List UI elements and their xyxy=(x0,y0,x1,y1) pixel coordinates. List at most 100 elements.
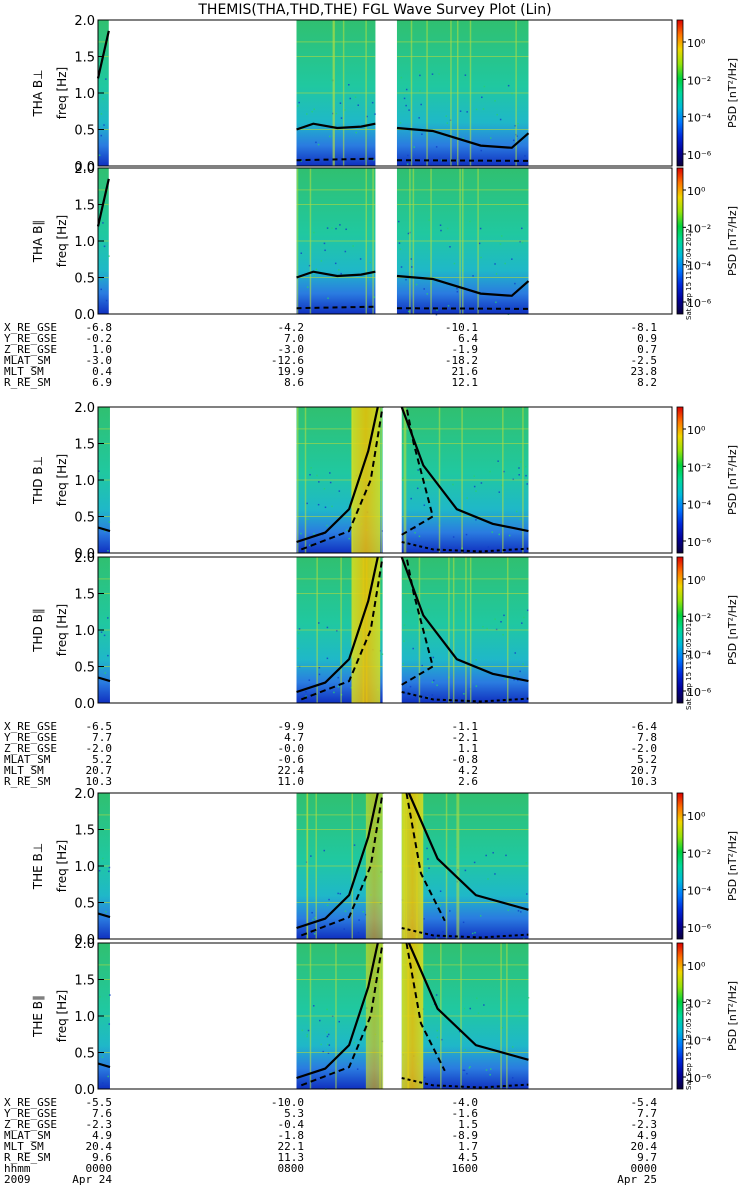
spectrogram-speckle xyxy=(353,1041,356,1044)
spectrogram-speckle xyxy=(107,549,109,552)
spectrogram-speckle xyxy=(521,227,523,230)
ephemeris-value: 0800 xyxy=(277,1162,305,1175)
ephemeris-value: 8.6 xyxy=(284,376,304,389)
spectrogram-speckle xyxy=(102,222,104,224)
spectrogram-speckle xyxy=(436,309,438,311)
ephemeris-value: -2.3 xyxy=(85,1118,113,1131)
colorbar-tick-label: 10⁻² xyxy=(687,222,711,235)
gyrofrequency-curve xyxy=(405,792,446,922)
gyrofrequency-curve xyxy=(407,942,529,1061)
spectrogram-speckle xyxy=(487,546,490,548)
ephemeris-value: -10.1 xyxy=(444,321,478,334)
spectrogram-speckle xyxy=(462,921,465,924)
spectrogram-speckle xyxy=(326,657,329,660)
spectrogram-speckle xyxy=(500,235,503,237)
spectrogram-speckle xyxy=(404,692,406,694)
spectrogram-speckle xyxy=(400,76,403,79)
gyrofrequency-curve xyxy=(296,305,376,310)
spectrogram-speckle xyxy=(408,109,410,111)
spectrogram-speckle xyxy=(107,1075,109,1078)
colorbar-tick-label: 10⁰ xyxy=(687,37,706,50)
y-tick-label: 0.0 xyxy=(74,697,95,712)
spectrogram-speckle xyxy=(106,548,108,550)
spectrogram-speckle xyxy=(504,678,506,680)
spectrogram-speckle xyxy=(335,112,338,115)
ephemeris-label: MLT_SM xyxy=(4,1140,44,1153)
spectrogram-speckle xyxy=(482,108,485,110)
spectrogram-speckle xyxy=(475,490,477,492)
spectrogram-speckle xyxy=(482,625,484,628)
y-axis-label: freq [Hz] xyxy=(55,604,69,656)
ephemeris-value: 5.2 xyxy=(92,753,112,766)
spectrogram-speckle xyxy=(439,890,442,892)
spectrogram-speckle xyxy=(105,299,108,302)
spectrogram-speckle xyxy=(418,71,421,73)
spectrogram-speckle xyxy=(469,1007,472,1010)
ephemeris-label: hhmm xyxy=(4,1162,31,1175)
spectrogram-speckle xyxy=(440,916,443,919)
ephemeris-label: MLAT_SM xyxy=(4,354,51,367)
spectrogram-speckle xyxy=(490,1068,492,1070)
ephemeris-value: 2.6 xyxy=(458,775,478,788)
spectrogram-speckle xyxy=(102,857,104,860)
spectrogram-speckle xyxy=(466,497,468,499)
spectrogram-speckle xyxy=(104,530,106,532)
y-tick-label: 1.5 xyxy=(74,824,95,839)
y-tick-label: 0.0 xyxy=(74,160,95,175)
spectrogram-speckle xyxy=(313,933,316,935)
spectrogram-speckle xyxy=(340,117,343,119)
spectrogram-speckle xyxy=(413,146,415,148)
spectrogram-speckle xyxy=(312,918,314,921)
spectrogram-speckle xyxy=(109,994,111,996)
ephemeris-value: 5.3 xyxy=(284,1107,304,1120)
spectrogram-panel: 0.0 0.5 1.0 1.5 2.0 freq [Hz] THE B⊥ 10⁰ 10⁻² 10⁻… xyxy=(31,787,739,948)
spectrogram-speckle xyxy=(324,506,327,509)
spectrogram-speckle xyxy=(513,678,515,681)
ephemeris-value: 7.8 xyxy=(637,731,657,744)
spectrogram-speckle xyxy=(355,131,357,134)
spectrogram-speckle xyxy=(526,609,529,612)
gyrofrequency-curve xyxy=(401,1077,529,1089)
spectrogram-speckle xyxy=(480,256,482,259)
spectrogram-speckle xyxy=(311,911,313,914)
spectrogram-speckle xyxy=(335,904,338,907)
spectrogram-speckle xyxy=(105,911,107,913)
ephemeris-value: -3.0 xyxy=(277,343,305,356)
gyrofrequency-curve xyxy=(296,556,379,694)
spectrogram-speckle xyxy=(428,867,430,869)
ephemeris-value: 20.7 xyxy=(630,764,658,777)
spectrogram-speckle xyxy=(311,110,313,113)
colorbar-tick-label: 10⁻⁴ xyxy=(687,112,712,125)
spectrogram-speckle xyxy=(337,676,339,679)
spectrogram-speckle xyxy=(298,628,301,630)
ephemeris-label: Y_RE_GSE xyxy=(4,731,57,744)
spectrogram-speckle xyxy=(372,159,375,161)
y-tick-label: 2.0 xyxy=(74,787,95,802)
ephemeris-value: 9.7 xyxy=(637,1151,657,1164)
spectrogram-speckle xyxy=(435,313,438,316)
spectrogram-speckle xyxy=(326,1031,328,1033)
spectrogram-speckle xyxy=(339,102,342,104)
spectrogram-speckle xyxy=(403,624,406,626)
spectrogram-speckle xyxy=(452,483,454,486)
wave-band xyxy=(401,793,424,939)
panel-frame xyxy=(97,556,673,704)
colorbar-tick-label: 10⁻⁶ xyxy=(687,922,712,935)
spectrogram-speckle xyxy=(522,663,524,665)
ephemeris-value: 8.2 xyxy=(637,376,657,389)
spectrogram-speckle xyxy=(439,224,442,226)
spectrogram-speckle xyxy=(433,679,435,682)
spectrogram-speckle xyxy=(337,892,339,895)
spectrogram-speckle xyxy=(309,473,311,476)
spectrogram-speckle xyxy=(328,898,330,901)
spectrogram-speckle xyxy=(103,124,105,126)
colorbar-tick-label: 10⁰ xyxy=(687,960,706,973)
spectrogram-speckle xyxy=(512,478,515,481)
ephemeris-value: 11.3 xyxy=(277,1151,305,1164)
spectrogram-speckle xyxy=(456,290,459,293)
spectrogram-speckle xyxy=(452,536,455,538)
spectrogram-speckle xyxy=(511,1077,514,1079)
spectrogram-speckle xyxy=(318,481,320,483)
spectrogram-speckle xyxy=(463,693,465,695)
